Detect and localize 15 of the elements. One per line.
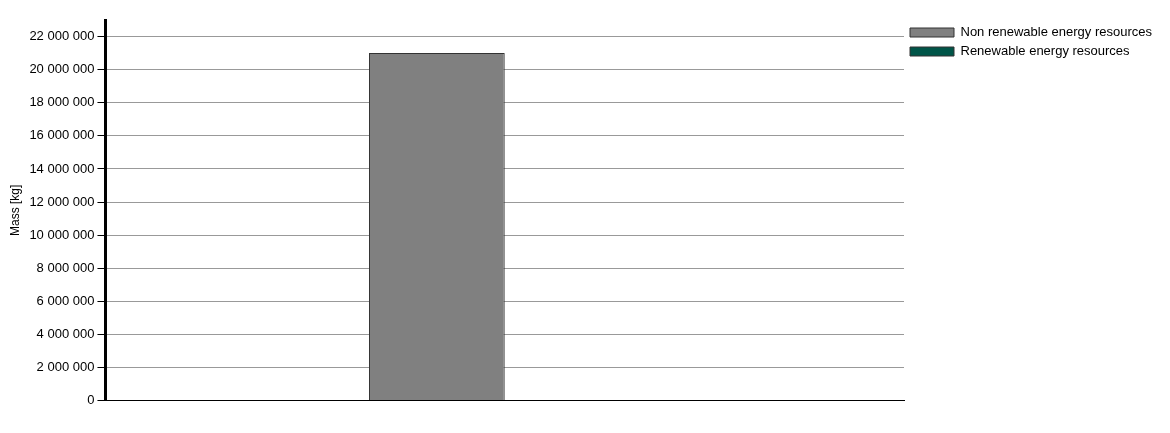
legend-label: Non renewable energy resources [960, 24, 1153, 40]
y-tick-label: 8 000 000 [36, 259, 95, 275]
y-tick-label: 12 000 000 [29, 193, 95, 209]
legend-label: Renewable energy resources [960, 43, 1131, 59]
y-tick-label: 14 000 000 [29, 160, 95, 176]
y-tick-label: 6 000 000 [36, 292, 95, 308]
y-tick-label: 22 000 000 [29, 28, 95, 44]
y-tick-label: 20 000 000 [29, 61, 95, 77]
y-tick-label: 10 000 000 [29, 226, 95, 242]
y-tick-label: 18 000 000 [29, 94, 95, 110]
y-axis-title: Mass [kg] [7, 184, 22, 236]
y-tick-label: 0 [87, 392, 95, 408]
y-tick-label: 16 000 000 [29, 127, 95, 143]
y-tick-label: 4 000 000 [36, 325, 95, 341]
y-tick-label: 2 000 000 [36, 359, 95, 375]
